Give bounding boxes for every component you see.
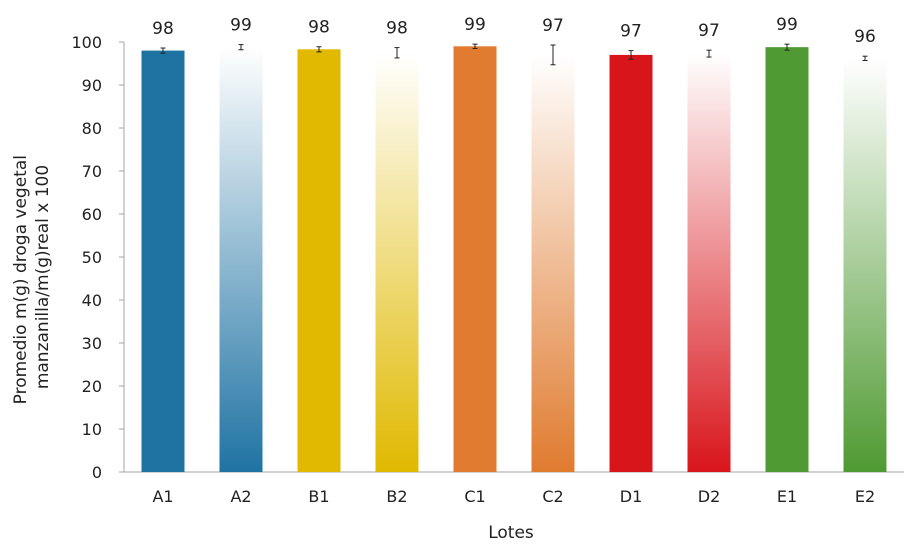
y-tick-label: 10 — [82, 420, 102, 439]
data-label-d1: 97 — [620, 22, 642, 42]
x-tick-label: A2 — [230, 487, 251, 506]
x-tick-label: B1 — [308, 487, 329, 506]
y-axis-title: Promedio m(g) droga vegetal manzanilla/m… — [11, 150, 53, 405]
data-label-c1: 99 — [464, 15, 486, 35]
bars — [141, 46, 887, 473]
y-axis-title-line-2: manzanilla/m(g)real x 100 — [33, 165, 53, 389]
x-tick-label: C2 — [542, 487, 563, 506]
bar-a1 — [141, 50, 185, 472]
bar-d2 — [687, 53, 731, 473]
x-tick-label: A1 — [152, 487, 173, 506]
error-bars — [160, 43, 868, 66]
x-tick-label: E1 — [777, 487, 797, 506]
data-labels: 98 99 98 98 99 97 97 97 99 96 — [152, 15, 876, 47]
x-tick-label: D2 — [698, 487, 721, 506]
x-axis-title: Lotes — [488, 523, 534, 543]
data-label-b2: 98 — [386, 19, 408, 39]
data-label-b1: 98 — [308, 18, 330, 38]
x-tick-label: E2 — [855, 487, 875, 506]
y-axis-title-line-1: Promedio m(g) droga vegetal — [11, 155, 31, 404]
data-label-a2: 99 — [230, 16, 252, 36]
bar-e1 — [765, 47, 809, 472]
y-tick-label: 40 — [82, 291, 102, 310]
y-tick-label: 80 — [82, 119, 102, 138]
y-tick-label: 90 — [82, 76, 102, 95]
y-tick-label: 20 — [82, 377, 102, 396]
data-label-e1: 99 — [776, 15, 798, 35]
x-tick-label: B2 — [386, 487, 407, 506]
y-tick-label: 70 — [82, 162, 102, 181]
bar-d1 — [609, 54, 653, 473]
x-tick-label: C1 — [464, 487, 485, 506]
bar-a2 — [219, 47, 263, 472]
bar-c1 — [453, 46, 497, 473]
bar-e2 — [843, 58, 887, 473]
bar-b1 — [297, 49, 341, 473]
y-tick-label: 60 — [82, 205, 102, 224]
y-tick-label: 0 — [92, 463, 102, 482]
y-axis: 0 10 20 30 40 50 60 70 80 90 100 — [71, 33, 125, 482]
data-label-c2: 97 — [542, 16, 564, 36]
data-label-e2: 96 — [854, 27, 876, 47]
x-tick-label: D1 — [620, 487, 643, 506]
x-axis: A1 A2 B1 B2 C1 C2 D1 D2 E1 E2 — [119, 471, 904, 506]
y-tick-label: 30 — [82, 334, 102, 353]
y-tick-label: 100 — [71, 33, 102, 52]
y-tick-label: 50 — [82, 248, 102, 267]
bar-c2 — [531, 54, 575, 473]
data-label-d2: 97 — [698, 21, 720, 41]
data-label-a1: 98 — [152, 19, 174, 39]
bar-b2 — [375, 52, 419, 472]
